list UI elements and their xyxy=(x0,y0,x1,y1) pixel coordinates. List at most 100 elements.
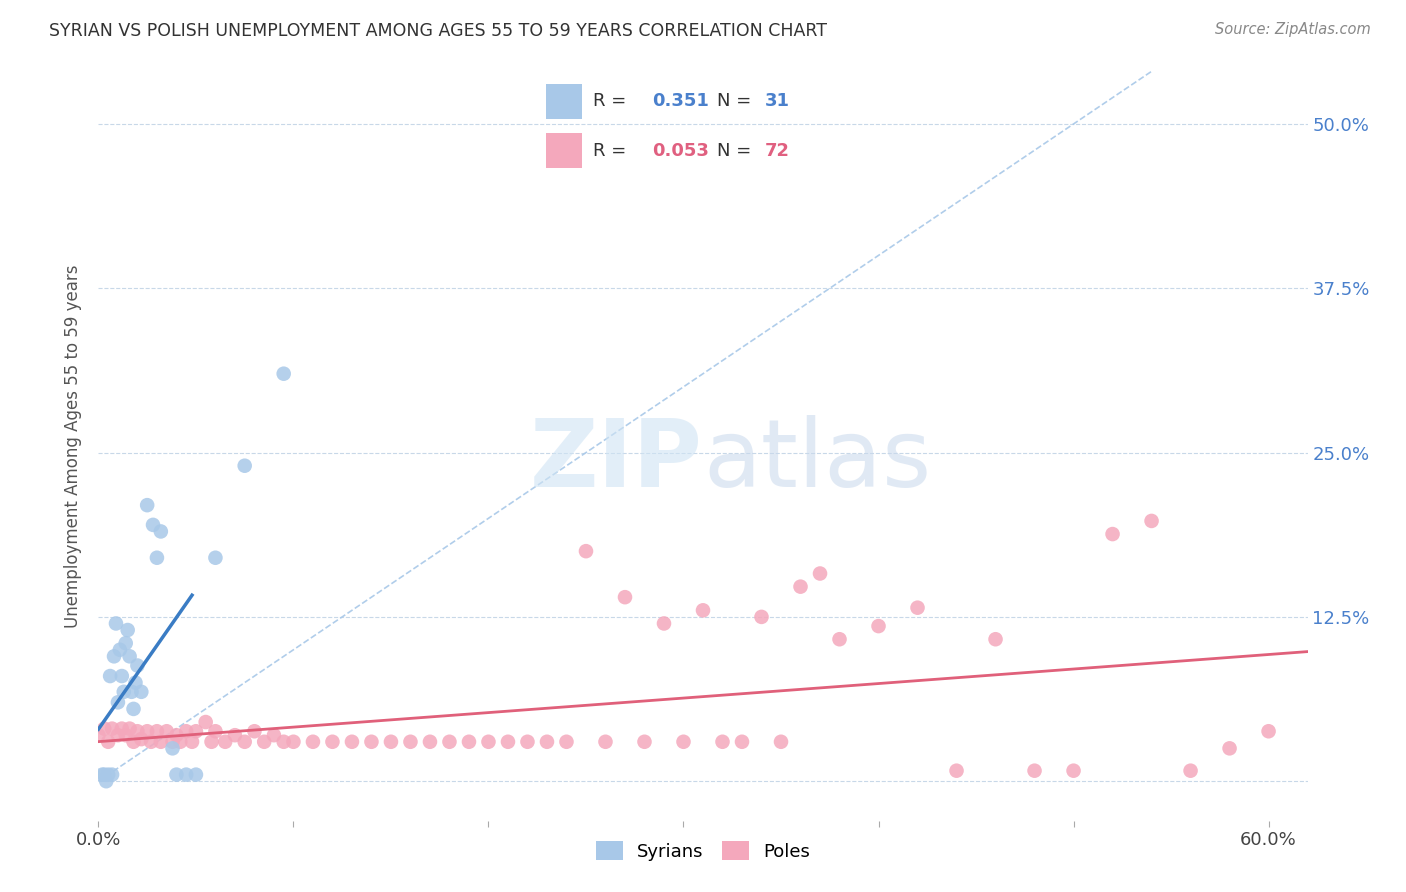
Point xyxy=(165,728,187,742)
Point xyxy=(273,367,295,381)
Point xyxy=(114,636,136,650)
Text: N =: N = xyxy=(717,93,751,111)
Text: 0.053: 0.053 xyxy=(652,142,709,160)
Point xyxy=(181,735,204,749)
Point xyxy=(595,735,617,749)
Point xyxy=(149,524,172,539)
Point xyxy=(162,735,184,749)
Point xyxy=(97,767,120,781)
Point xyxy=(496,735,519,749)
Point xyxy=(108,642,131,657)
Point xyxy=(104,616,127,631)
Point xyxy=(91,767,114,781)
Point xyxy=(142,517,165,532)
Legend: Syrians, Poles: Syrians, Poles xyxy=(589,834,817,868)
Point xyxy=(808,566,831,581)
Text: atlas: atlas xyxy=(703,415,931,507)
Point xyxy=(458,735,481,749)
Point xyxy=(184,767,207,781)
Point xyxy=(87,728,110,742)
Point xyxy=(136,498,159,512)
Point xyxy=(340,735,363,749)
Point xyxy=(751,610,773,624)
Point xyxy=(828,632,851,647)
Point xyxy=(146,550,169,565)
Point xyxy=(360,735,382,749)
Point xyxy=(907,600,929,615)
Point xyxy=(1063,764,1085,778)
Point xyxy=(131,685,153,699)
Point xyxy=(200,735,222,749)
Point xyxy=(156,724,179,739)
Point xyxy=(162,741,184,756)
Point xyxy=(868,619,890,633)
Point xyxy=(536,735,558,749)
Point xyxy=(672,735,695,749)
Point xyxy=(1257,724,1279,739)
Point xyxy=(633,735,655,749)
Point xyxy=(111,669,134,683)
Point xyxy=(127,724,149,739)
Text: ZIP: ZIP xyxy=(530,415,703,507)
Point xyxy=(107,695,129,709)
Point xyxy=(1140,514,1163,528)
Point xyxy=(399,735,422,749)
Point xyxy=(652,616,675,631)
Y-axis label: Unemployment Among Ages 55 to 59 years: Unemployment Among Ages 55 to 59 years xyxy=(65,264,83,628)
Point xyxy=(112,685,135,699)
Point xyxy=(204,724,226,739)
Point xyxy=(945,764,967,778)
Point xyxy=(214,735,236,749)
Point xyxy=(96,774,118,789)
Text: N =: N = xyxy=(717,142,751,160)
Point xyxy=(121,685,143,699)
Text: SYRIAN VS POLISH UNEMPLOYMENT AMONG AGES 55 TO 59 YEARS CORRELATION CHART: SYRIAN VS POLISH UNEMPLOYMENT AMONG AGES… xyxy=(49,22,827,40)
Point xyxy=(477,735,499,749)
Point xyxy=(174,724,197,739)
Point xyxy=(169,735,191,749)
Point xyxy=(204,550,226,565)
Point xyxy=(419,735,441,749)
Point xyxy=(243,724,266,739)
Point xyxy=(516,735,538,749)
Point xyxy=(101,722,124,736)
Point xyxy=(93,767,115,781)
Point xyxy=(103,649,125,664)
Point xyxy=(122,702,145,716)
Point xyxy=(263,728,285,742)
Point xyxy=(224,728,246,742)
Point xyxy=(233,458,256,473)
Point xyxy=(439,735,461,749)
Point xyxy=(149,735,172,749)
Point xyxy=(139,735,162,749)
Point xyxy=(114,728,136,742)
Point xyxy=(984,632,1007,647)
FancyBboxPatch shape xyxy=(546,133,582,168)
Point xyxy=(769,735,792,749)
Point xyxy=(111,722,134,736)
Point xyxy=(131,732,153,747)
Text: R =: R = xyxy=(593,142,627,160)
Point xyxy=(731,735,754,749)
Point xyxy=(118,649,141,664)
Point xyxy=(117,623,139,637)
Point xyxy=(253,735,276,749)
Point xyxy=(1180,764,1202,778)
Point xyxy=(127,658,149,673)
Point xyxy=(614,590,637,604)
Text: 31: 31 xyxy=(765,93,790,111)
Point xyxy=(555,735,578,749)
Point xyxy=(146,724,169,739)
Point xyxy=(107,728,129,742)
Point xyxy=(136,724,159,739)
Point xyxy=(98,669,121,683)
Point xyxy=(789,580,811,594)
Point xyxy=(283,735,305,749)
Point xyxy=(1219,741,1241,756)
Point xyxy=(692,603,714,617)
Point xyxy=(93,722,115,736)
Point xyxy=(101,767,124,781)
Text: R =: R = xyxy=(593,93,627,111)
Point xyxy=(233,735,256,749)
Point xyxy=(194,714,217,729)
